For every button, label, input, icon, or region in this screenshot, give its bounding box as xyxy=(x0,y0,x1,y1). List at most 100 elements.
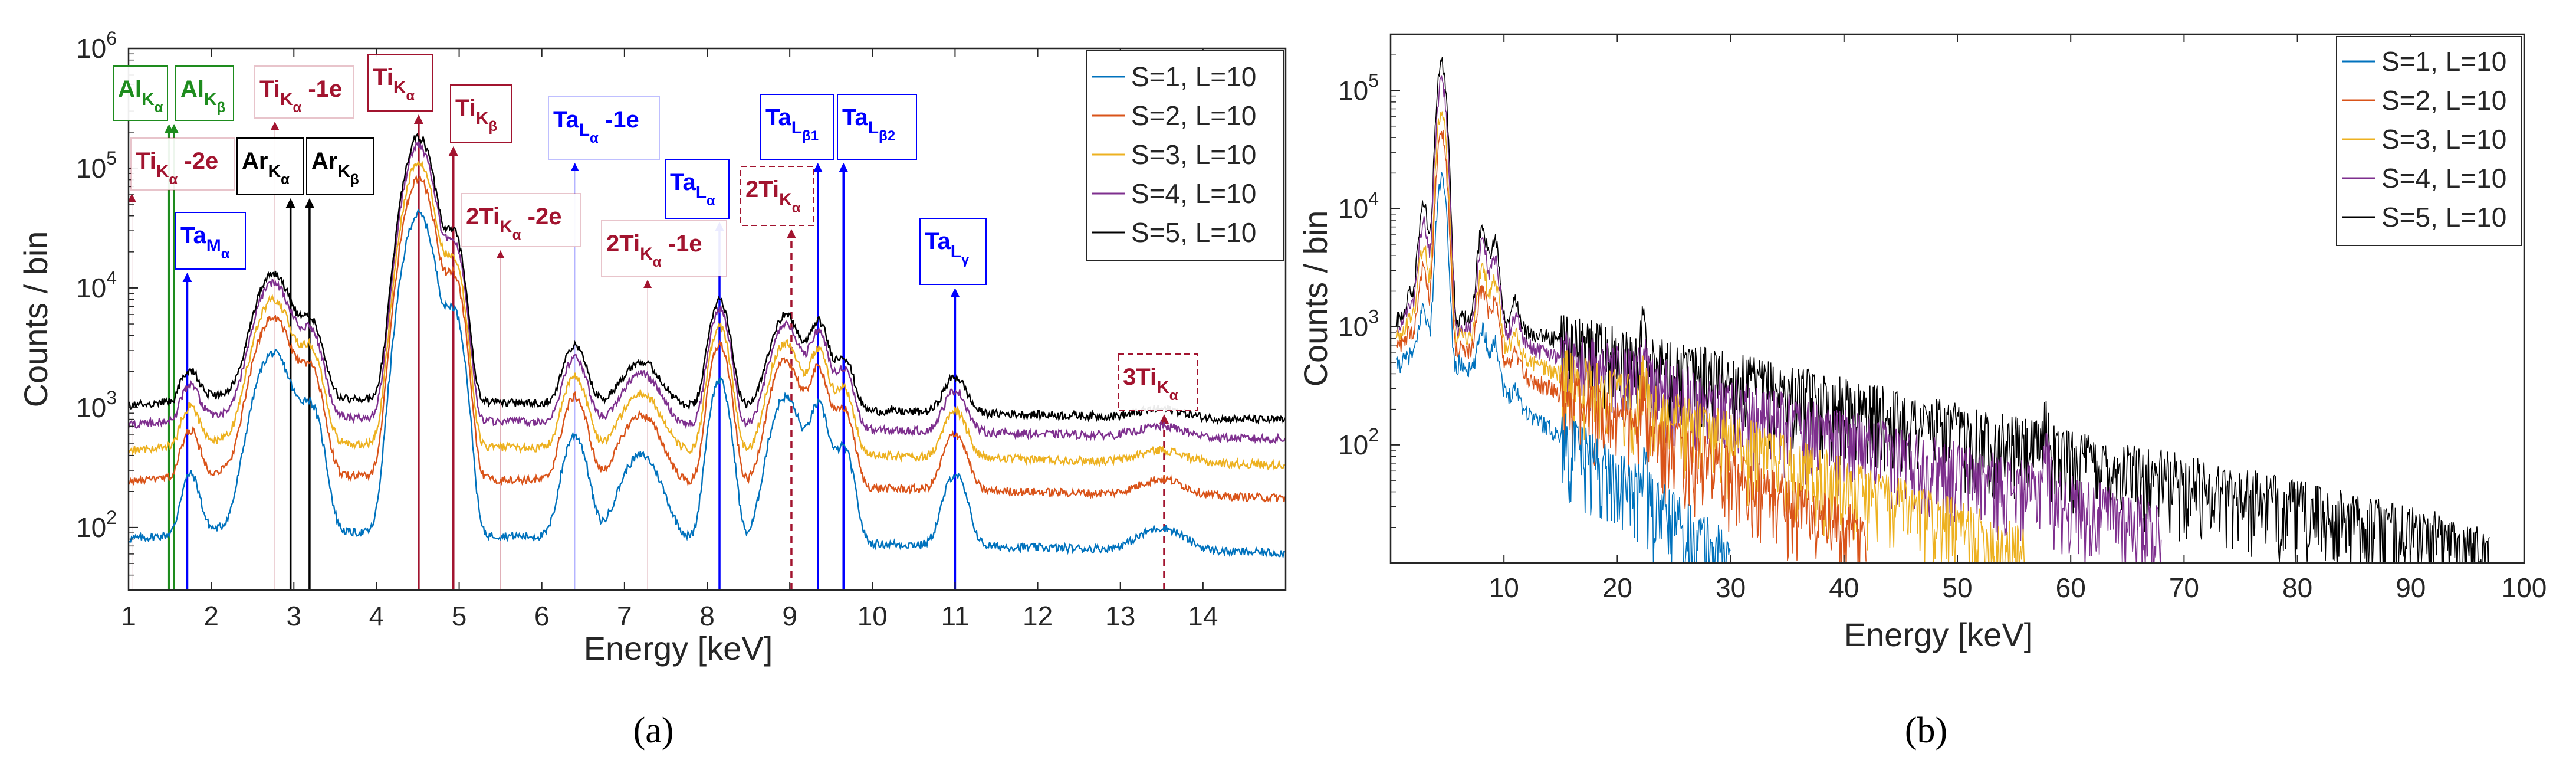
chart-b: 10 20 30 40 50 60 70 80 90 100 102 103 104 105 Energ… xyxy=(1297,33,2547,751)
chart-a-annotation-label: TiKα xyxy=(373,64,415,104)
chart-a-legend xyxy=(1086,50,1284,261)
chart-b-legend-label: S=3, L=10 xyxy=(2381,124,2506,155)
chart-a-peak-arrow xyxy=(1159,414,1169,424)
chart-a-peak-annotation: TaLβ1 xyxy=(760,94,834,160)
chart-a-annotation-label: TaMα xyxy=(180,222,230,262)
chart-a-peak-annotation: ArKα xyxy=(236,137,304,195)
chart-a-x-tick-label: 2 xyxy=(203,601,219,631)
chart-a-x-tick-label: 5 xyxy=(452,601,467,631)
chart-b-x-tick-label: 100 xyxy=(2502,572,2547,603)
chart-a-peak-arrow xyxy=(786,229,796,238)
chart-a-peak-arrow xyxy=(813,163,823,172)
chart-a-peak-arrow xyxy=(950,288,960,297)
chart-a-peak-annotation: TaLβ2 xyxy=(837,94,917,160)
chart-b-y-tick-label: 105 xyxy=(1338,70,1379,106)
chart-a-peak-arrow xyxy=(448,146,458,156)
chart-a-series-line xyxy=(129,139,1286,445)
chart-a-series-line xyxy=(129,175,1286,503)
chart-a-x-tick-label: 4 xyxy=(369,601,385,631)
chart-a-peak-arrow xyxy=(839,163,849,172)
chart-b-x-tick-label: 30 xyxy=(1716,572,1746,603)
chart-b-y-tick-label: 104 xyxy=(1338,188,1379,224)
chart-a-escape-arrow xyxy=(129,194,136,202)
chart-a-annotation-box xyxy=(367,54,433,112)
chart-a-annotation-label: TaLα -1e xyxy=(553,107,639,146)
chart-a-peak-annotation: AlKβ xyxy=(175,65,234,121)
chart-a-escape-arrow xyxy=(643,280,652,288)
chart-b-legend-label: S=4, L=10 xyxy=(2381,163,2506,194)
chart-a-x-tick-label: 9 xyxy=(782,601,797,631)
chart-a-peak-annotation: ArKβ xyxy=(306,137,374,195)
caption-a: (a) xyxy=(633,710,674,751)
chart-a-x-tick-label: 11 xyxy=(941,601,970,631)
chart-a-annotation-label: TaLβ1 xyxy=(765,104,819,144)
chart-a-series-line xyxy=(129,133,1286,425)
chart-a-legend-label: S=5, L=10 xyxy=(1131,217,1256,248)
chart-b-x-tick-label: 10 xyxy=(1489,572,1519,603)
chart-b-legend-label: S=5, L=10 xyxy=(2381,202,2506,232)
chart-b-x-tick-label: 70 xyxy=(2169,572,2199,603)
chart-a-y-axis-label: Counts / bin xyxy=(17,231,54,408)
chart-a-annotation-box xyxy=(837,94,917,160)
chart-a-legend-label: S=4, L=10 xyxy=(1131,178,1256,209)
chart-a-peak-annotation: 2TiKα -1e xyxy=(601,220,727,277)
chart-a-annotation-label: TiKβ xyxy=(455,95,497,135)
chart-b-plot-area xyxy=(1391,34,2524,563)
chart-a-x-tick-label: 6 xyxy=(534,601,550,631)
chart-a-annotation-label: TaLγ xyxy=(925,228,970,268)
chart-a-y-tick-label: 106 xyxy=(76,28,117,64)
chart-a-peak-annotation: TiKα xyxy=(367,54,433,112)
chart-a-x-tick-label: 7 xyxy=(617,601,632,631)
chart-a-annotation-label: 2TiKα -1e xyxy=(606,231,702,270)
chart-b-series-line xyxy=(1395,129,1867,563)
chart-a-escape-arrow xyxy=(496,250,505,258)
chart-a-annotation-box xyxy=(760,94,834,160)
chart-a-y-tick-label: 104 xyxy=(76,267,117,303)
chart-a-annotation-box xyxy=(740,166,814,226)
chart-a-annotation-box xyxy=(236,137,304,195)
chart-a-annotation-box xyxy=(254,65,354,119)
chart-a-x-tick-label: 14 xyxy=(1188,601,1218,631)
chart-a-x-tick-label: 10 xyxy=(857,601,888,631)
chart-a-annotation-label: TaLα xyxy=(670,169,715,209)
chart-b-x-tick-label: 40 xyxy=(1829,572,1859,603)
chart-a-peak-annotation: TaLγ xyxy=(919,218,987,285)
chart-a-legend-label: S=1, L=10 xyxy=(1131,61,1256,92)
chart-a-x-tick-label: 12 xyxy=(1023,601,1053,631)
chart-a-peak-annotation: TiKα -1e xyxy=(254,65,354,119)
chart-a-annotation-label: ArKα xyxy=(242,148,290,188)
chart-b-x-tick-label: 90 xyxy=(2396,572,2426,603)
chart-a-y-tick-label: 103 xyxy=(76,387,117,423)
chart-a-annotation-label: TiKα -1e xyxy=(259,76,342,116)
chart-a-x-tick-label: 1 xyxy=(121,601,136,631)
chart-a-annotation-box xyxy=(175,212,246,270)
chart-a-annotation-box xyxy=(450,84,512,143)
chart-b-series-line xyxy=(1395,172,1731,563)
chart-b-series-line xyxy=(1395,111,2025,563)
chart-a-annotation-box xyxy=(175,65,234,121)
chart-a-escape-arrow xyxy=(271,122,280,130)
chart-b-x-axis-label: Energy [keV] xyxy=(1844,616,2033,653)
chart-a-annotation-box xyxy=(306,137,374,195)
chart-a-escape-arrow xyxy=(570,163,579,171)
chart-b-y-tick-label: 103 xyxy=(1338,306,1379,342)
chart-a-annotation-box xyxy=(665,159,730,219)
chart-a-annotation-label: 2TiKα -2e xyxy=(466,204,561,243)
chart-a-series-line xyxy=(129,161,1286,471)
chart-a-peak-annotation: TiKβ xyxy=(450,84,512,143)
chart-b-y-axis-label: Counts / bin xyxy=(1297,211,1334,387)
chart-a-annotation-label: AlKα xyxy=(118,76,163,116)
chart-b-x-tick-label: 50 xyxy=(1942,572,1972,603)
chart-a-peak-arrow xyxy=(304,198,314,208)
chart-a-annotation-label: AlKβ xyxy=(180,76,225,116)
chart-a-peak-annotation: 3TiKα xyxy=(1118,353,1198,411)
chart-a-legend-label: S=2, L=10 xyxy=(1131,100,1256,131)
chart-a-annotation-box xyxy=(1118,353,1198,411)
chart-a-peak-annotation: TaMα xyxy=(175,212,246,270)
chart-a-x-tick-label: 8 xyxy=(699,601,715,631)
chart-a-annotation-label: 2TiKα xyxy=(745,176,801,216)
chart-a-annotation-box xyxy=(461,193,581,247)
chart-b-x-tick-label: 60 xyxy=(2056,572,2086,603)
chart-a-annotation-box xyxy=(113,65,168,121)
